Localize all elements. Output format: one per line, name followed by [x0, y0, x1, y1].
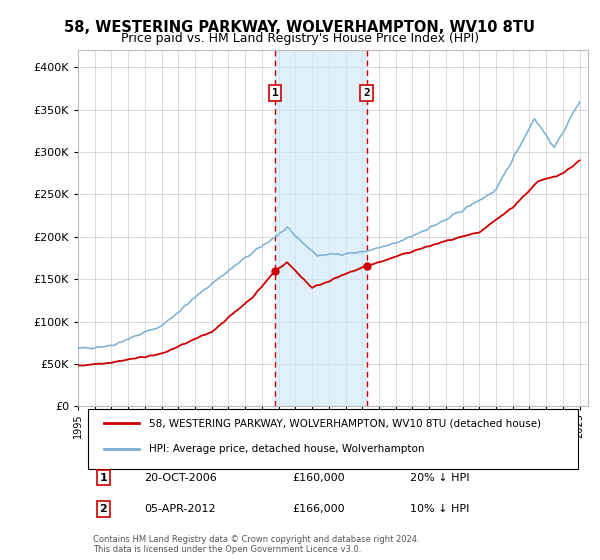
Text: 05-APR-2012: 05-APR-2012: [145, 504, 216, 514]
Text: £160,000: £160,000: [292, 473, 345, 483]
Text: 2: 2: [363, 88, 370, 98]
Text: £166,000: £166,000: [292, 504, 345, 514]
Text: 20-OCT-2006: 20-OCT-2006: [145, 473, 217, 483]
Text: 2: 2: [100, 504, 107, 514]
Text: 58, WESTERING PARKWAY, WOLVERHAMPTON, WV10 8TU: 58, WESTERING PARKWAY, WOLVERHAMPTON, WV…: [65, 20, 536, 35]
Text: 10% ↓ HPI: 10% ↓ HPI: [409, 504, 469, 514]
Text: Price paid vs. HM Land Registry's House Price Index (HPI): Price paid vs. HM Land Registry's House …: [121, 32, 479, 45]
Bar: [275, 50, 367, 407]
Text: Contains HM Land Registry data © Crown copyright and database right 2024.
This d: Contains HM Land Registry data © Crown c…: [94, 535, 420, 554]
Text: 20% ↓ HPI: 20% ↓ HPI: [409, 473, 469, 483]
Text: HPI: Average price, detached house, Wolverhampton: HPI: Average price, detached house, Wolv…: [149, 444, 425, 454]
Text: 58, WESTERING PARKWAY, WOLVERHAMPTON, WV10 8TU (detached house): 58, WESTERING PARKWAY, WOLVERHAMPTON, WV…: [149, 418, 542, 428]
Text: 1: 1: [272, 88, 278, 98]
Text: 1: 1: [100, 473, 107, 483]
FancyBboxPatch shape: [88, 409, 578, 469]
